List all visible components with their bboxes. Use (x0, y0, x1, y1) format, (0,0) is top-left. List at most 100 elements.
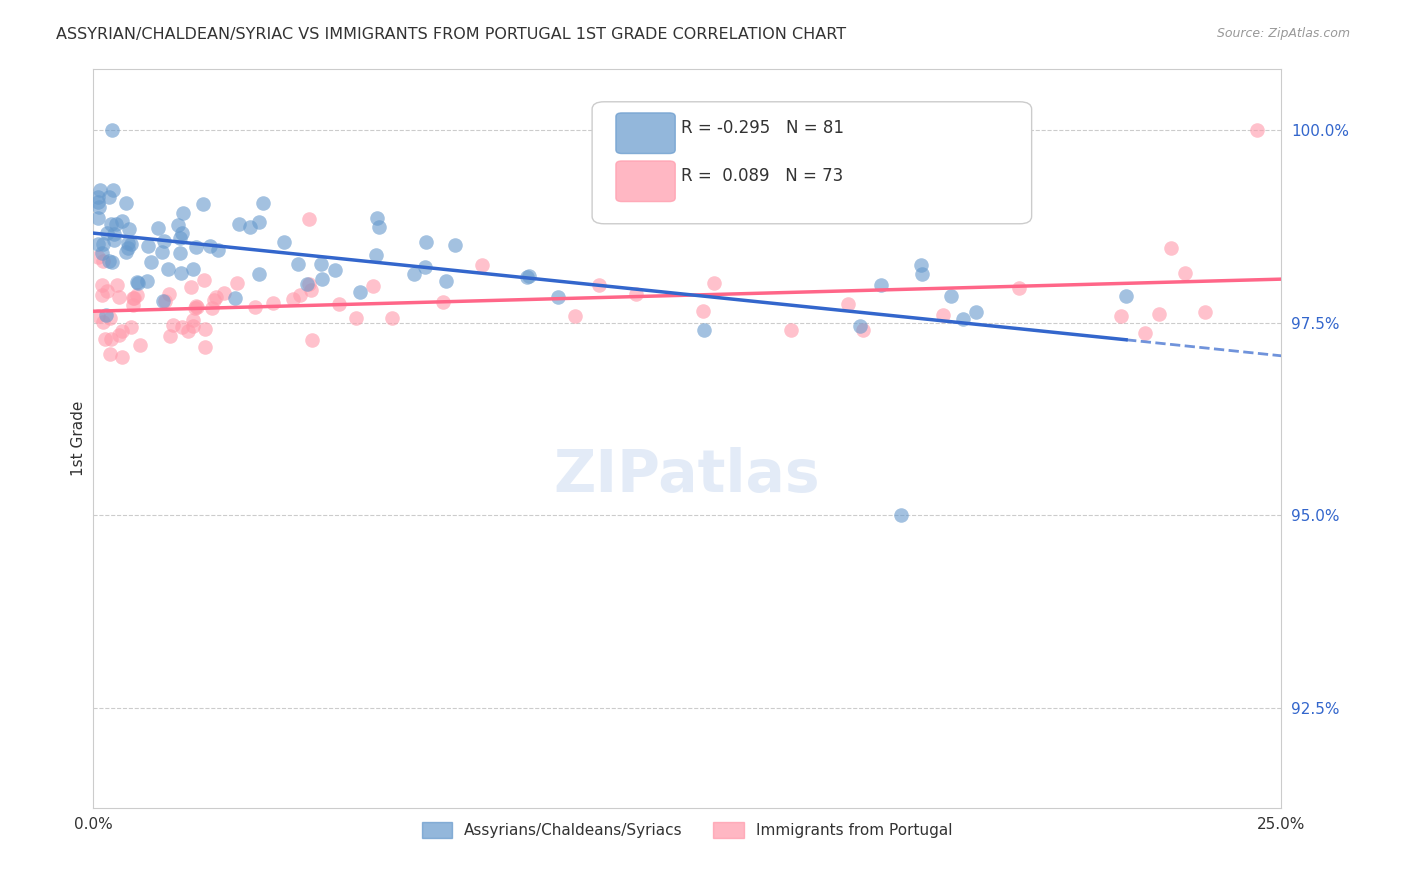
Point (325, 263, 347, 277)
Point (111, 350, 134, 364)
Point (890, 508, 912, 523)
Point (301, 333, 323, 347)
Point (965, 305, 987, 319)
FancyBboxPatch shape (616, 113, 675, 153)
Point (117, 236, 139, 251)
Point (194, 322, 217, 336)
Point (517, 269, 540, 284)
Point (98, 190, 121, 204)
Point (184, 301, 207, 316)
Point (162, 318, 184, 332)
Point (328, 296, 350, 310)
Point (588, 277, 610, 292)
Point (157, 261, 180, 276)
Point (932, 309, 955, 323)
Point (153, 294, 176, 309)
Point (434, 274, 457, 288)
Point (98, 254, 121, 268)
Point (103, 234, 125, 248)
Point (870, 277, 893, 292)
Point (273, 235, 295, 250)
Point (117, 241, 139, 255)
Point (224, 291, 246, 305)
Point (122, 291, 145, 305)
Point (239, 220, 262, 235)
Point (96, 284, 118, 298)
Point (703, 276, 725, 290)
Point (415, 235, 437, 249)
Point (183, 262, 205, 277)
Point (125, 288, 148, 302)
Point (136, 239, 159, 253)
Point (243, 301, 266, 315)
Point (96, 226, 118, 240)
Point (157, 286, 180, 301)
Point (101, 123, 124, 137)
Point (87, 195, 110, 210)
Text: ASSYRIAN/CHALDEAN/SYRIAC VS IMMIGRANTS FROM PORTUGAL 1ST GRADE CORRELATION CHART: ASSYRIAN/CHALDEAN/SYRIAC VS IMMIGRANTS F… (56, 27, 846, 42)
Point (186, 301, 208, 315)
Y-axis label: 1st Grade: 1st Grade (72, 401, 86, 475)
Point (120, 319, 142, 334)
Point (564, 309, 586, 323)
Point (837, 297, 859, 311)
Point (87, 250, 110, 264)
Point (852, 323, 875, 337)
Point (101, 255, 124, 269)
Point (100, 217, 122, 231)
Point (381, 310, 404, 325)
Point (110, 324, 132, 338)
Point (297, 277, 319, 292)
Point (298, 211, 321, 226)
Point (91, 254, 114, 268)
Point (1194, 305, 1216, 319)
Point (344, 310, 367, 325)
Point (120, 236, 142, 251)
Point (432, 295, 454, 310)
Point (1109, 310, 1132, 324)
Point (167, 218, 190, 232)
Point (299, 284, 322, 298)
Point (363, 279, 385, 293)
Point (939, 289, 962, 303)
Point (547, 290, 569, 304)
Point (136, 274, 159, 288)
Point (186, 240, 208, 254)
Point (127, 276, 149, 290)
Point (115, 244, 138, 259)
Point (193, 273, 215, 287)
Point (183, 313, 205, 327)
Point (1174, 267, 1197, 281)
Point (177, 324, 200, 338)
Point (121, 291, 143, 305)
Point (169, 266, 191, 280)
Point (198, 239, 221, 253)
Point (298, 277, 321, 291)
Point (180, 280, 202, 294)
Point (128, 338, 150, 352)
Point (311, 257, 333, 271)
Point (93, 315, 115, 329)
Point (105, 278, 128, 293)
Point (94, 308, 117, 322)
Point (87, 211, 110, 225)
Point (98, 310, 121, 325)
Point (87, 200, 110, 214)
Point (780, 323, 803, 337)
Point (516, 269, 538, 284)
Point (368, 220, 391, 235)
Point (90, 288, 112, 302)
Point (100, 332, 122, 346)
Point (91, 246, 114, 260)
Point (184, 299, 207, 313)
Point (311, 272, 333, 286)
Point (228, 217, 250, 231)
Point (207, 243, 229, 257)
Point (87, 237, 110, 252)
Point (262, 296, 284, 310)
Point (247, 267, 270, 281)
Point (252, 196, 274, 211)
Point (849, 318, 872, 333)
Point (115, 196, 138, 211)
Point (169, 230, 191, 244)
